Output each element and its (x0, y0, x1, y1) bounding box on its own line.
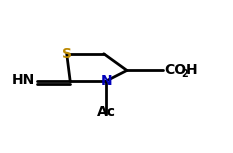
Text: CO: CO (164, 63, 186, 77)
Text: Ac: Ac (96, 105, 116, 119)
Text: H: H (186, 63, 198, 77)
Text: 2: 2 (181, 69, 188, 79)
Text: N: N (100, 74, 112, 88)
Text: S: S (62, 47, 72, 61)
Text: HN: HN (12, 73, 35, 87)
